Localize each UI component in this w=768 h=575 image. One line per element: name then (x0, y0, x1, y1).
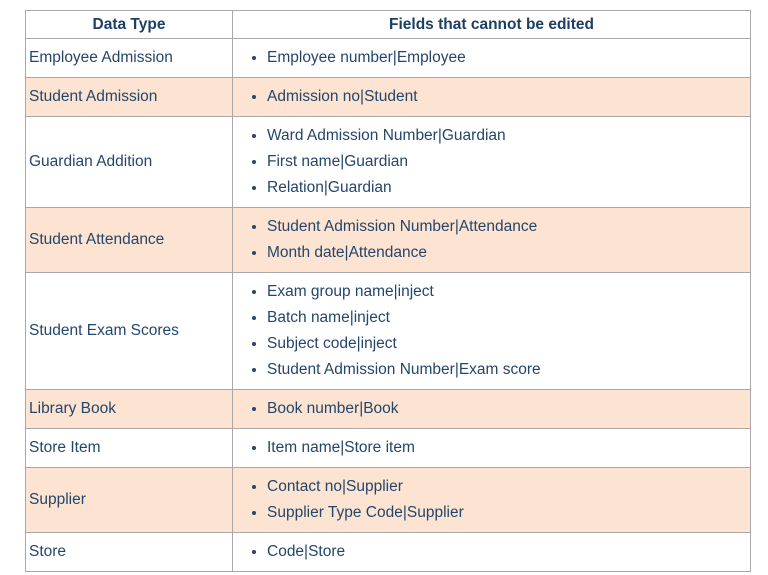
fields-cell: Code|Store (232, 532, 751, 572)
data-type-cell: Library Book (25, 389, 233, 429)
data-type-cell: Student Attendance (25, 207, 233, 273)
fields-cell: Item name|Store item (232, 428, 751, 468)
table-row: Guardian Addition Ward Admission Number|… (25, 116, 751, 208)
table-row: Employee Admission Employee number|Emplo… (25, 38, 751, 78)
table-row: Student Admission Admission no|Student (25, 77, 751, 117)
uneditable-fields-table-container: Data Type Fields that cannot be edited E… (25, 10, 751, 572)
fields-list: Ward Admission Number|GuardianFirst name… (237, 123, 746, 201)
column-header-fields: Fields that cannot be edited (232, 10, 751, 39)
field-item: Batch name|inject (267, 305, 746, 331)
data-type-cell: Employee Admission (25, 38, 233, 78)
field-item: Employee number|Employee (267, 45, 746, 71)
data-type-cell: Store Item (25, 428, 233, 468)
field-item: Exam group name|inject (267, 279, 746, 305)
field-item: Code|Store (267, 539, 746, 565)
table-row: Store Code|Store (25, 532, 751, 572)
fields-cell: Employee number|Employee (232, 38, 751, 78)
fields-cell: Ward Admission Number|GuardianFirst name… (232, 116, 751, 208)
column-header-data-type: Data Type (25, 10, 233, 39)
field-item: Admission no|Student (267, 84, 746, 110)
field-item: Book number|Book (267, 396, 746, 422)
field-item: Supplier Type Code|Supplier (267, 500, 746, 526)
fields-list: Item name|Store item (237, 435, 746, 461)
data-type-cell: Student Exam Scores (25, 272, 233, 390)
table-row: Library Book Book number|Book (25, 389, 751, 429)
data-type-cell: Supplier (25, 467, 233, 533)
table-row: Supplier Contact no|SupplierSupplier Typ… (25, 467, 751, 533)
table-row: Student Exam Scores Exam group name|inje… (25, 272, 751, 390)
field-item: Item name|Store item (267, 435, 746, 461)
fields-cell: Admission no|Student (232, 77, 751, 117)
fields-list: Code|Store (237, 539, 746, 565)
field-item: Student Admission Number|Exam score (267, 357, 746, 383)
fields-list: Book number|Book (237, 396, 746, 422)
table-row: Student Attendance Student Admission Num… (25, 207, 751, 273)
field-item: Relation|Guardian (267, 175, 746, 201)
data-type-cell: Guardian Addition (25, 116, 233, 208)
field-item: Contact no|Supplier (267, 474, 746, 500)
data-type-cell: Student Admission (25, 77, 233, 117)
field-item: First name|Guardian (267, 149, 746, 175)
field-item: Month date|Attendance (267, 240, 746, 266)
fields-cell: Exam group name|injectBatch name|injectS… (232, 272, 751, 390)
field-item: Student Admission Number|Attendance (267, 214, 746, 240)
fields-list: Admission no|Student (237, 84, 746, 110)
field-item: Ward Admission Number|Guardian (267, 123, 746, 149)
fields-cell: Contact no|SupplierSupplier Type Code|Su… (232, 467, 751, 533)
table-header-row: Data Type Fields that cannot be edited (25, 10, 751, 39)
uneditable-fields-table: Data Type Fields that cannot be edited E… (25, 10, 751, 572)
data-type-cell: Store (25, 532, 233, 572)
fields-list: Contact no|SupplierSupplier Type Code|Su… (237, 474, 746, 526)
fields-list: Employee number|Employee (237, 45, 746, 71)
field-item: Subject code|inject (267, 331, 746, 357)
fields-cell: Book number|Book (232, 389, 751, 429)
fields-cell: Student Admission Number|AttendanceMonth… (232, 207, 751, 273)
fields-list: Exam group name|injectBatch name|injectS… (237, 279, 746, 383)
fields-list: Student Admission Number|AttendanceMonth… (237, 214, 746, 266)
table-row: Store Item Item name|Store item (25, 428, 751, 468)
